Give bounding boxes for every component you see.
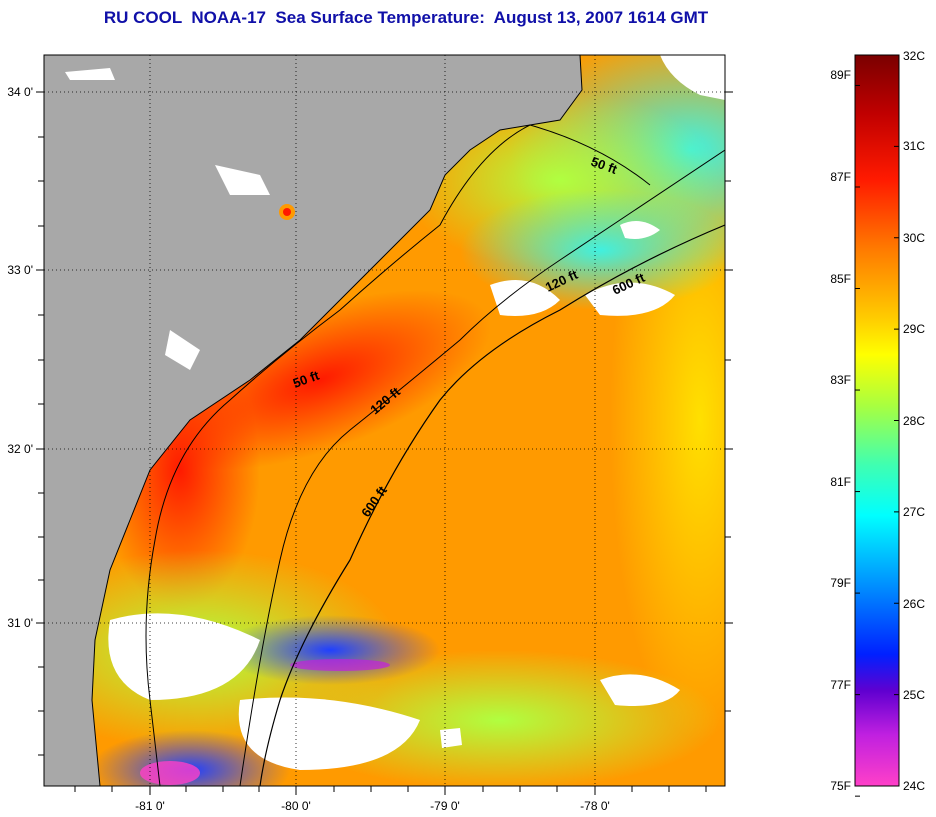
celsius-label-24: 24C	[903, 779, 925, 793]
sst-shelf-cool	[460, 190, 725, 310]
lat-label-34: 34 0'	[7, 85, 33, 99]
axis-ticks	[36, 91, 733, 795]
lat-label-32: 32 0'	[7, 442, 33, 456]
coastline	[91, 55, 583, 786]
fahrenheit-label-83: 83F	[830, 373, 851, 387]
celsius-label-25: 25C	[903, 688, 925, 702]
sst-coldest-patch	[140, 761, 200, 785]
lon-label-81: -81 0'	[135, 799, 165, 813]
celsius-label-26: 26C	[903, 597, 925, 611]
lat-label-31: 31 0'	[7, 616, 33, 630]
fahrenheit-label-77: 77F	[830, 678, 851, 692]
contour-600ft	[259, 224, 725, 786]
sst-southwest-cold	[90, 730, 290, 786]
map-frame	[43, 54, 726, 787]
lon-label-78: -78 0'	[580, 799, 610, 813]
lat-lon-grid	[44, 55, 725, 786]
lat-label-33: 33 0'	[7, 263, 33, 277]
fahrenheit-label-75: 75F	[830, 779, 851, 793]
celsius-label-28: 28C	[903, 414, 925, 428]
colorbar-gradient	[855, 55, 899, 786]
map-imagery	[44, 55, 725, 786]
cloud-patches	[108, 55, 725, 770]
celsius-label-27: 27C	[903, 505, 925, 519]
contour-120ft	[239, 149, 725, 786]
lon-label-80: -80 0'	[281, 799, 311, 813]
fahrenheit-label-87: 87F	[830, 170, 851, 184]
celsius-label-30: 30C	[903, 231, 925, 245]
celsius-label-29: 29C	[903, 322, 925, 336]
land-cloud-specks	[65, 68, 270, 370]
fahrenheit-label-85: 85F	[830, 272, 851, 286]
land-mass	[44, 55, 582, 786]
sst-purple-filament	[290, 659, 390, 671]
map-title: RU COOL NOAA-17 Sea Surface Temperature:…	[103, 8, 709, 27]
celsius-label-31: 31C	[903, 139, 925, 153]
fahrenheit-label-79: 79F	[830, 576, 851, 590]
fahrenheit-label-89: 89F	[830, 68, 851, 82]
colorbar-ticks	[855, 54, 899, 797]
celsius-label-32: 32C	[903, 49, 925, 63]
fahrenheit-label-81: 81F	[830, 475, 851, 489]
lon-label-79: -79 0'	[430, 799, 460, 813]
contour-50ft	[145, 124, 651, 786]
